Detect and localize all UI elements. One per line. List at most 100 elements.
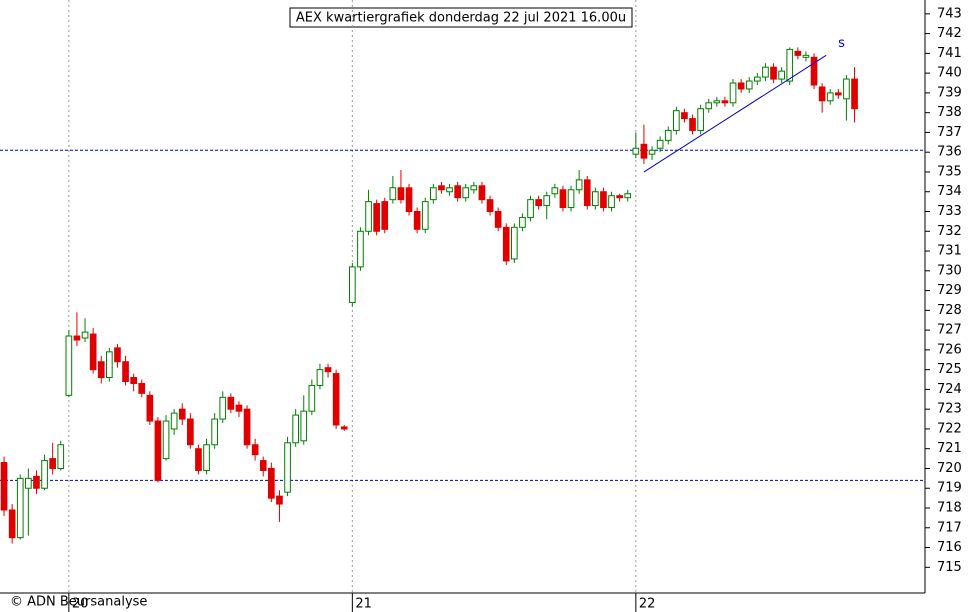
y-tick-label: 735 — [937, 164, 962, 179]
candle-body — [778, 70, 785, 80]
candle-body — [138, 382, 146, 394]
candle-body — [762, 66, 769, 78]
candle-body — [648, 149, 656, 155]
candle-body — [519, 216, 526, 228]
candle-body — [737, 82, 745, 90]
candle-body — [608, 195, 615, 209]
candle-body — [421, 201, 429, 230]
candle-body — [624, 193, 632, 199]
y-tick-label: 739 — [937, 85, 962, 100]
x-tick-label: 22 — [639, 597, 656, 612]
candle-body — [721, 100, 729, 104]
y-tick-label: 740 — [937, 66, 962, 81]
candle-body — [843, 78, 850, 100]
candle-body — [583, 179, 591, 207]
candle-body — [632, 147, 640, 155]
candle-body — [365, 201, 372, 232]
candle-body — [446, 187, 453, 193]
y-tick-label: 738 — [937, 105, 962, 120]
candle-body — [753, 76, 761, 82]
y-tick-label: 736 — [937, 145, 962, 160]
candle-body — [640, 143, 648, 159]
candle-body — [49, 458, 56, 469]
candle-body — [8, 509, 16, 539]
trendline-label: s — [838, 36, 845, 51]
y-tick-label: 733 — [937, 204, 962, 219]
y-tick-label: 727 — [937, 323, 962, 338]
candle-body — [502, 226, 510, 262]
candle-body — [810, 56, 818, 86]
candle-body — [535, 199, 542, 207]
candle-body — [397, 187, 405, 201]
candle-body — [705, 102, 713, 110]
candle-body — [162, 420, 170, 460]
candle-body — [195, 448, 202, 471]
candle-body — [227, 396, 235, 410]
candle-body — [187, 418, 194, 446]
candle-body — [373, 203, 380, 232]
y-tick-label: 728 — [937, 303, 962, 318]
y-tick-label: 730 — [937, 263, 962, 278]
candle-body — [616, 195, 623, 199]
candle-body — [745, 80, 753, 90]
candle-body — [203, 444, 210, 471]
x-tick-label: 21 — [355, 597, 372, 612]
y-tick-label: 737 — [937, 125, 962, 140]
y-tick-label: 720 — [937, 461, 962, 476]
candle-body — [818, 86, 826, 102]
candle-body — [243, 408, 251, 446]
candle-body — [794, 50, 802, 56]
candle-body — [567, 189, 575, 209]
candle-body — [211, 418, 218, 446]
candle-body — [251, 444, 259, 456]
candle-body — [559, 189, 567, 209]
candle-body — [486, 199, 494, 213]
candle-body — [786, 48, 794, 82]
candle-body — [405, 187, 413, 213]
candle-body — [130, 377, 137, 384]
credit: © ADN Beursanalyse — [10, 595, 147, 610]
y-tick-label: 717 — [937, 520, 962, 535]
y-tick-label: 719 — [937, 481, 962, 496]
candle-body — [389, 187, 397, 201]
candle-body — [851, 78, 858, 110]
candle-body — [770, 66, 777, 80]
candle-body — [170, 412, 178, 430]
candle-body — [681, 112, 688, 120]
candle-body — [673, 110, 680, 131]
candle-body — [340, 426, 348, 430]
candle-body — [73, 335, 81, 341]
candle-body — [0, 462, 8, 511]
candle-body — [106, 351, 113, 379]
y-tick-label: 732 — [937, 224, 962, 239]
candle-body — [592, 191, 599, 207]
candle-body — [146, 394, 154, 422]
candle-body — [656, 139, 664, 149]
candle-body — [575, 179, 583, 191]
candle-body — [259, 460, 267, 471]
y-tick-label: 723 — [937, 402, 962, 417]
candle-body — [41, 460, 48, 489]
candle-body — [316, 369, 324, 386]
y-tick-label: 742 — [937, 26, 962, 41]
candle-body — [527, 199, 534, 218]
candle-body — [381, 201, 389, 230]
candle-body — [600, 191, 607, 209]
candle-body — [308, 384, 316, 412]
candle-body — [470, 185, 478, 191]
candle-body — [834, 92, 842, 96]
candle-body — [430, 187, 437, 201]
chart-title: AEX kwartiergrafiek donderdag 22 jul 202… — [296, 11, 626, 26]
y-tick-label: 724 — [937, 382, 962, 397]
candle-body — [154, 420, 162, 481]
y-tick-label: 729 — [937, 283, 962, 298]
candle-body — [16, 477, 24, 539]
candle-body — [551, 187, 559, 195]
candle-body — [268, 467, 275, 499]
y-tick-label: 725 — [937, 362, 962, 377]
candle-body — [114, 347, 121, 363]
y-tick-label: 716 — [937, 540, 962, 555]
candle-body — [276, 495, 283, 505]
